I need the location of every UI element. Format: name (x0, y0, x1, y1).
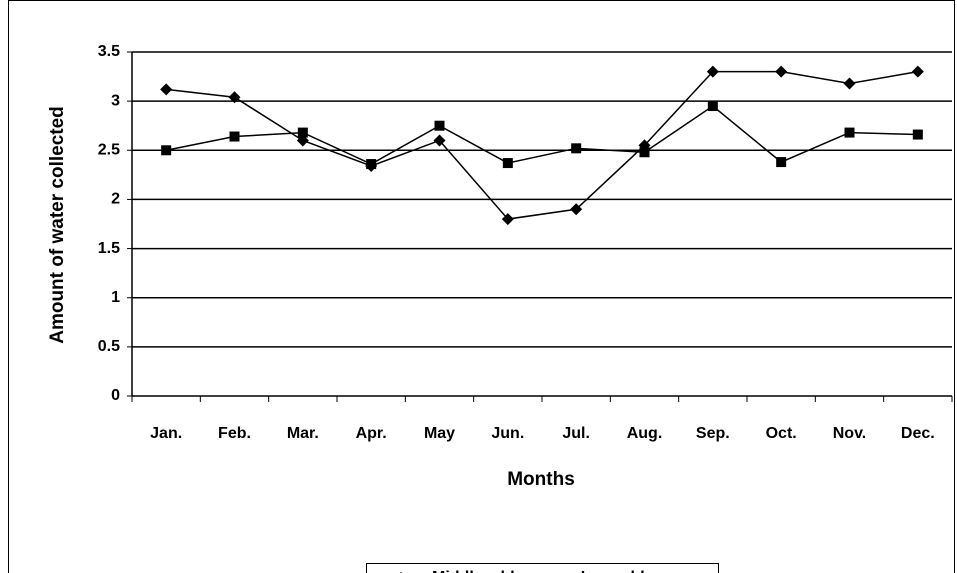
marker (161, 145, 172, 156)
x-tick-label: Nov. (833, 425, 866, 442)
y-tick-label: 0 (111, 387, 120, 404)
y-tick-label: 3 (111, 92, 120, 109)
x-tick-label: Jul. (562, 425, 590, 442)
y-tick-label: 3.5 (98, 43, 120, 60)
legend-label: Lowveld (581, 569, 645, 573)
y-axis-label: Amount of water collected (47, 106, 68, 344)
legend-label: Middleveld (432, 569, 515, 573)
series-line (166, 70, 918, 220)
x-tick-label: Jan. (150, 425, 182, 442)
marker (843, 77, 856, 90)
marker (775, 65, 788, 78)
y-tick-label: 0.5 (98, 338, 120, 355)
marker (570, 203, 583, 216)
y-tick-label: 1 (111, 289, 120, 306)
y-tick-label: 2 (111, 191, 120, 208)
x-tick-label: Dec. (901, 425, 935, 442)
marker (297, 127, 308, 138)
marker (776, 157, 787, 168)
marker (434, 120, 445, 131)
marker (911, 65, 924, 78)
x-tick-label: Sep. (696, 425, 730, 442)
marker (366, 159, 377, 170)
marker (571, 143, 582, 154)
marker (844, 127, 855, 138)
marker (706, 65, 719, 78)
x-tick-label: Oct. (766, 425, 797, 442)
y-tick-label: 1.5 (98, 240, 120, 257)
y-tick-label: 2.5 (98, 142, 120, 159)
x-tick-label: Aug. (627, 425, 663, 442)
marker (229, 131, 240, 142)
x-tick-label: Jun. (491, 425, 524, 442)
marker (501, 213, 514, 226)
x-tick-label: Feb. (218, 425, 251, 442)
marker (912, 129, 923, 140)
x-axis-label: Months (507, 469, 575, 490)
chart-border (8, 0, 955, 573)
marker (228, 91, 241, 104)
x-tick-label: Apr. (356, 425, 387, 442)
marker (502, 158, 513, 169)
marker (160, 83, 173, 96)
marker (707, 101, 718, 112)
marker (639, 147, 650, 158)
legend-box (366, 563, 719, 573)
marker (433, 134, 446, 147)
x-tick-label: Mar. (287, 425, 319, 442)
x-tick-label: May (424, 425, 455, 442)
series-line (166, 105, 918, 165)
